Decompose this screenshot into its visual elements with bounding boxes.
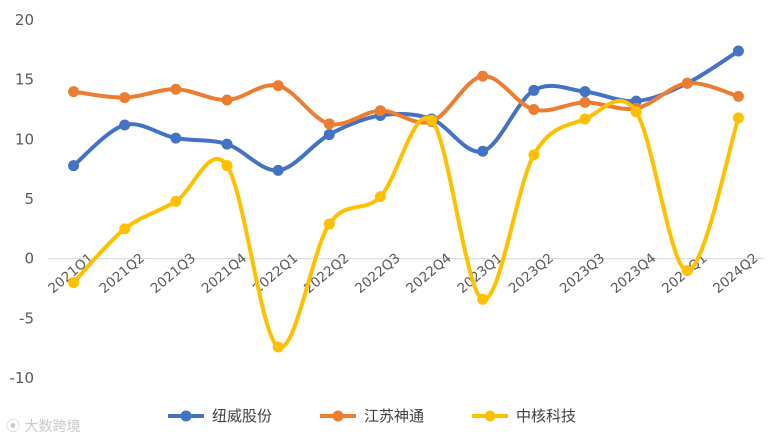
y-tick-label: 5 (24, 190, 34, 208)
data-point (732, 90, 744, 102)
y-tick-label: -10 (10, 369, 35, 387)
watermark-text: 大数跨境 (24, 419, 81, 435)
data-point (732, 45, 744, 57)
data-point (374, 191, 386, 203)
data-point (630, 106, 642, 118)
watermark-logo-icon: ⦿ (6, 419, 20, 435)
legend-marker (484, 410, 496, 422)
x-tick-label: 2021Q3 (148, 250, 199, 297)
series-layer (68, 45, 744, 353)
data-point (272, 80, 284, 92)
data-point (579, 86, 591, 98)
x-tick-label: 2023Q4 (608, 250, 659, 297)
data-point (477, 70, 489, 82)
data-point (323, 129, 335, 141)
y-tick-label: 20 (15, 11, 34, 29)
series-line (71, 74, 741, 127)
data-point (528, 104, 540, 115)
legend: 纽威股份 江苏神通 中核科技 (168, 407, 576, 425)
data-point (528, 84, 540, 96)
data-point (170, 83, 182, 95)
data-point (221, 94, 233, 106)
data-point (323, 118, 335, 130)
data-point (528, 149, 540, 161)
y-tick-label: -5 (19, 309, 34, 327)
x-tick-label: 2024Q2 (710, 250, 761, 297)
y-axis: 20 15 10 5 0 -5 -10 (10, 11, 35, 387)
y-tick-label: 0 (24, 250, 34, 268)
data-point (477, 293, 489, 305)
data-point (272, 164, 284, 176)
x-tick-label: 2022Q2 (301, 250, 352, 297)
legend-marker (180, 410, 192, 422)
data-point (68, 86, 80, 98)
data-point (119, 223, 131, 235)
data-point (426, 114, 438, 126)
x-tick-label: 2021Q4 (199, 250, 250, 297)
series-1 (68, 45, 744, 176)
data-point (119, 92, 131, 104)
data-point (170, 195, 182, 207)
data-point (374, 105, 386, 117)
x-tick-label: 2021Q2 (96, 250, 147, 297)
data-point (68, 277, 80, 289)
legend-marker (332, 410, 344, 422)
data-point (323, 218, 335, 230)
series-3 (68, 98, 744, 353)
data-point (119, 119, 131, 131)
x-tick-label: 2023Q3 (557, 250, 608, 297)
data-point (732, 112, 744, 124)
legend-item: 中核科技 (472, 407, 576, 425)
y-tick-label: 15 (15, 71, 34, 89)
data-point (681, 265, 693, 277)
legend-item: 纽威股份 (168, 407, 272, 425)
legend-label: 江苏神通 (364, 407, 424, 425)
x-tick-label: 2021Q1 (45, 250, 96, 297)
data-point (579, 96, 591, 108)
data-point (579, 113, 591, 125)
data-point (68, 160, 80, 172)
legend-label: 中核科技 (516, 407, 576, 425)
y-tick-label: 10 (15, 130, 34, 148)
data-point (681, 77, 693, 89)
legend-label: 纽威股份 (212, 407, 272, 425)
x-tick-label: 2023Q2 (506, 250, 557, 297)
data-point (221, 160, 233, 172)
data-point (477, 145, 489, 157)
watermark: ⦿ 大数跨境 (6, 416, 80, 436)
x-tick-label: 2022Q4 (403, 250, 454, 297)
x-axis: 2021Q1 2021Q2 2021Q3 2021Q4 2022Q1 2022Q2 2022… (45, 250, 761, 297)
data-point (221, 138, 233, 150)
legend-item: 江苏神通 (320, 407, 424, 425)
data-point (170, 132, 182, 144)
data-point (272, 341, 284, 353)
x-tick-label: 2022Q3 (352, 250, 403, 297)
